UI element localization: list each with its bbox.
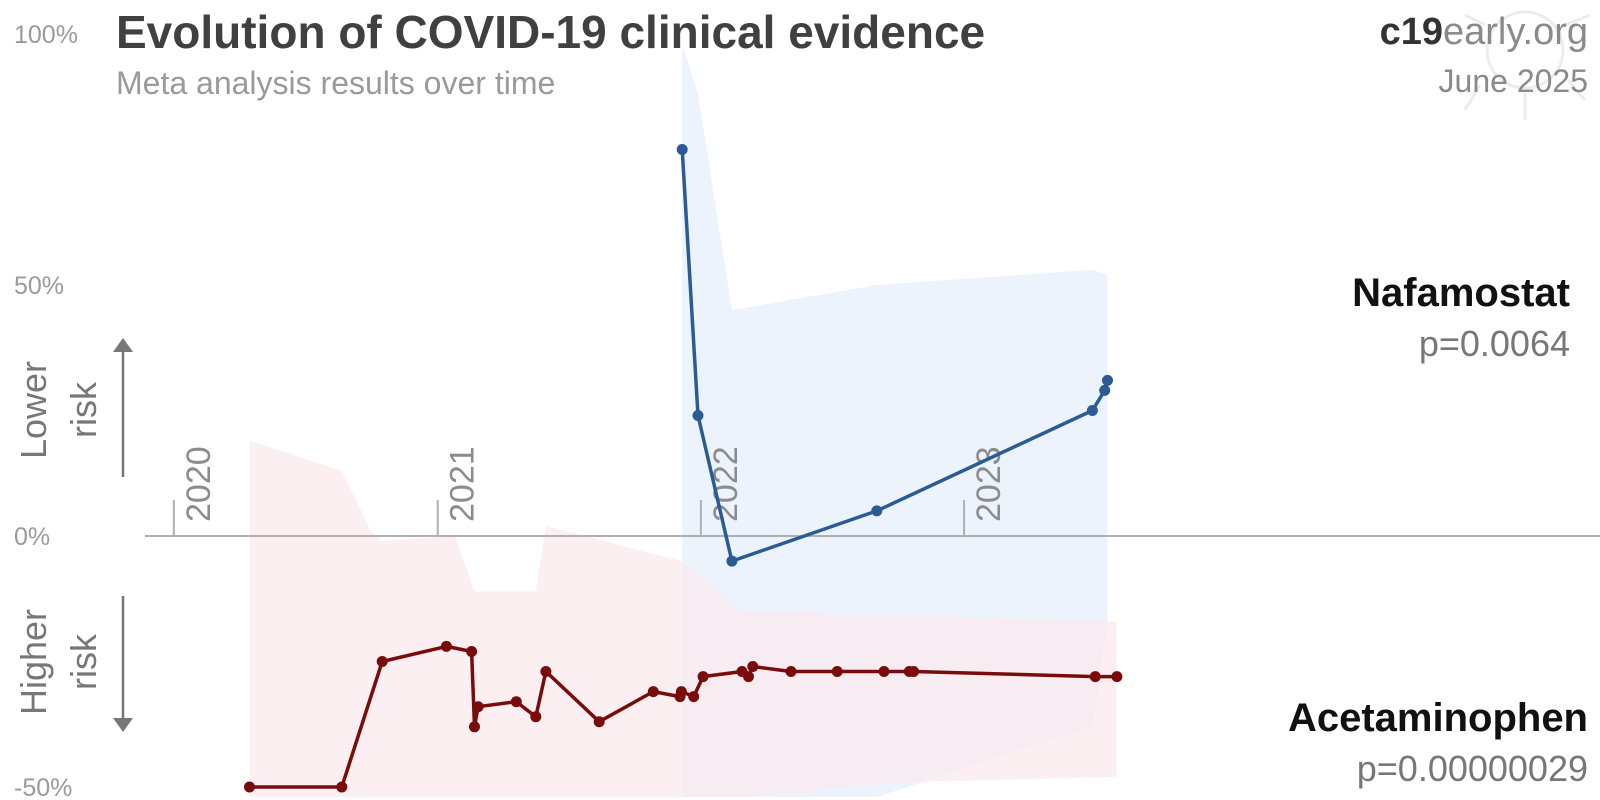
nafamostat-ci-band <box>682 44 1108 797</box>
nafamostat-point <box>692 410 704 421</box>
acetaminophen-point <box>510 696 522 708</box>
acetaminophen-point <box>688 691 700 703</box>
lower-risk-label-line2: risk <box>63 381 104 438</box>
y-ticks: 100% 50% 0% -50% <box>14 21 78 800</box>
acetaminophen-point <box>785 666 797 677</box>
nafamostat-label: Nafamostat <box>1352 271 1570 315</box>
acetaminophen-point <box>1111 671 1123 683</box>
y-tick-label: -50% <box>14 774 72 800</box>
acetaminophen-point <box>743 671 754 683</box>
brand-name: c19early.org <box>1380 11 1588 53</box>
higher-risk-label-line1: Higher <box>13 609 54 715</box>
acetaminophen-point <box>530 711 542 723</box>
nafamostat-point <box>1102 374 1113 386</box>
risk-indicator: Lower risk Higher risk <box>13 338 133 732</box>
lower-risk-label-line1: Lower <box>13 361 54 459</box>
acetaminophen-ci-band <box>249 440 1117 797</box>
acetaminophen-point <box>540 666 552 677</box>
x-tick-label: 2020 <box>180 446 218 522</box>
nafamostat-point <box>1099 384 1111 396</box>
nafamostat-point <box>676 144 688 155</box>
chart-subtitle: Meta analysis results over time <box>116 65 555 101</box>
acetaminophen-point <box>376 656 388 667</box>
acetaminophen-point <box>831 666 843 677</box>
higher-risk-label-line2: risk <box>63 633 104 690</box>
acetaminophen-point <box>472 701 484 713</box>
acetaminophen-point <box>593 716 605 728</box>
nafamostat-point <box>871 505 883 517</box>
lower-risk-arrowhead <box>113 338 133 352</box>
brand-bold: c19 <box>1380 11 1443 53</box>
acetaminophen-point <box>244 781 255 793</box>
brand: c19early.org June 2025 <box>1380 10 1591 120</box>
acetaminophen-point <box>697 671 709 683</box>
acetaminophen-label: Acetaminophen <box>1288 696 1588 740</box>
nafamostat-pvalue: p=0.0064 <box>1419 323 1570 364</box>
header: Evolution of COVID-19 clinical evidence … <box>116 6 985 101</box>
y-tick-label: 100% <box>14 21 78 49</box>
acetaminophen-point <box>747 661 759 672</box>
y-tick-label: 0% <box>14 523 50 551</box>
virus-watermark-icon <box>1463 10 1591 120</box>
series-labels: Nafamostat p=0.0064 Acetaminophen p=0.00… <box>1288 271 1588 789</box>
acetaminophen-point <box>647 686 659 698</box>
acetaminophen-point <box>440 640 452 652</box>
chart-title: Evolution of COVID-19 clinical evidence <box>116 6 985 58</box>
acetaminophen-point <box>1089 671 1101 683</box>
confidence-bands <box>249 44 1117 797</box>
acetaminophen-point <box>469 721 480 733</box>
nafamostat-point <box>726 555 738 567</box>
acetaminophen-point <box>675 686 687 698</box>
higher-risk-arrowhead <box>113 718 133 732</box>
series-lines <box>244 144 1123 793</box>
x-tick-label: 2021 <box>444 446 482 522</box>
acetaminophen-point <box>466 646 478 657</box>
acetaminophen-point <box>908 666 920 677</box>
acetaminophen-pvalue: p=0.00000029 <box>1357 748 1588 789</box>
nafamostat-point <box>1086 405 1098 416</box>
brand-date: June 2025 <box>1439 63 1588 99</box>
y-tick-label: 50% <box>14 272 64 300</box>
brand-light: early.org <box>1443 11 1588 53</box>
acetaminophen-point <box>878 666 890 677</box>
acetaminophen-point <box>336 781 348 793</box>
